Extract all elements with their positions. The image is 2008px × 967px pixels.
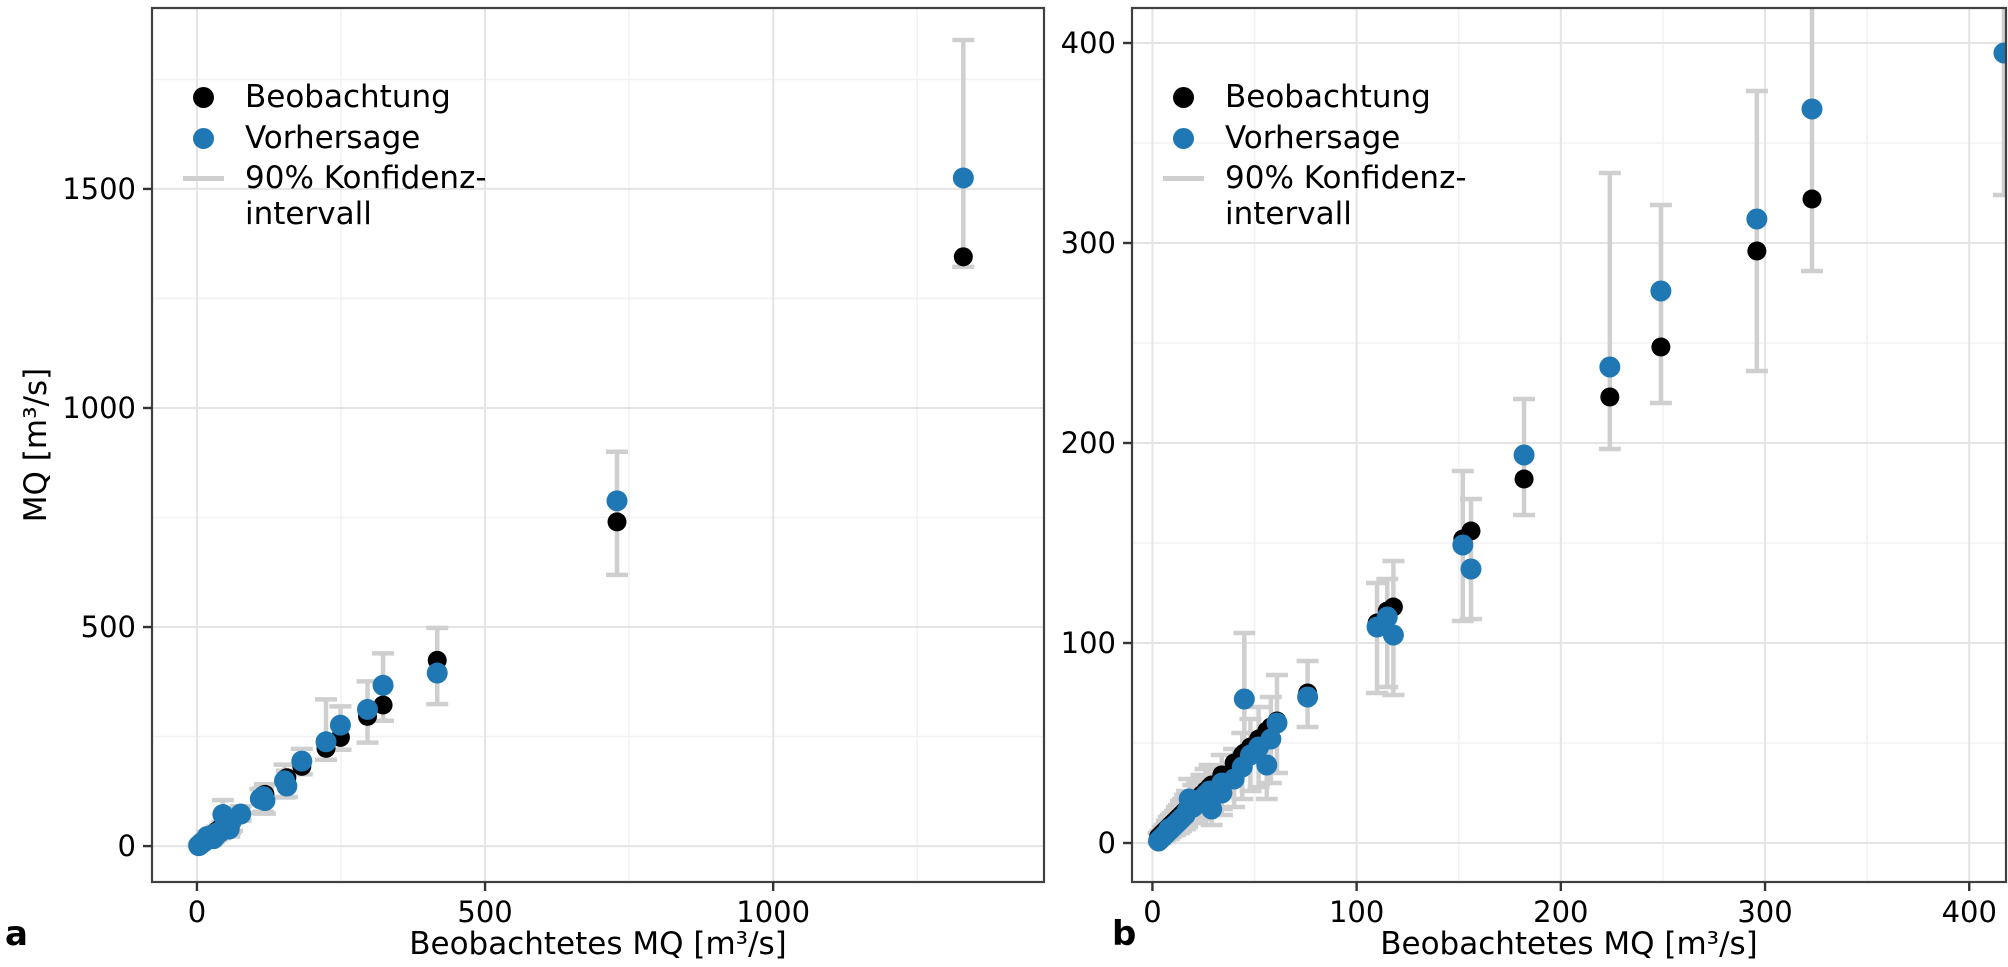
- gray-line-icon: [183, 159, 245, 181]
- legend-item-beobachtung: Beobachtung: [183, 77, 513, 118]
- y-tick-label: 100: [1061, 626, 1116, 660]
- data-point-beobachtung: [1994, 0, 2008, 5]
- data-point-vorhersage: [1260, 728, 1282, 750]
- data-point-beobachtung: [1600, 387, 1620, 407]
- data-point-vorhersage: [1233, 688, 1255, 710]
- data-point-vorhersage: [1452, 534, 1474, 556]
- confidence-interval-bar: [952, 37, 975, 270]
- black-dot-icon: [183, 87, 245, 108]
- data-point-vorhersage: [1297, 686, 1319, 708]
- legend-panel-a: Beobachtung Vorhersage 90% Konfidenz- in…: [183, 77, 513, 232]
- legend-label: Vorhersage: [245, 120, 421, 156]
- y-axis-title-a: MQ [m³/s]: [18, 367, 54, 523]
- data-point-vorhersage: [1201, 798, 1223, 820]
- data-point-vorhersage: [276, 775, 298, 797]
- data-point-vorhersage: [426, 662, 448, 684]
- legend-label: Beobachtung: [245, 79, 451, 115]
- y-tick-label: 1000: [62, 391, 136, 425]
- legend-item-vorhersage: Vorhersage: [183, 118, 513, 159]
- data-layer: [187, 37, 975, 857]
- data-point-vorhersage: [1382, 624, 1404, 646]
- legend-item-vorhersage: Vorhersage: [1163, 118, 1493, 159]
- data-point-beobachtung: [1747, 241, 1767, 261]
- legend-item-konfidenzintervall: 90% Konfidenz- intervall: [183, 159, 513, 232]
- data-point-vorhersage: [1460, 558, 1482, 580]
- x-axis-title-b: Beobachtetes MQ [m³/s]: [1380, 926, 1758, 962]
- x-tick-label: 200: [1533, 895, 1588, 929]
- x-axis-title-a: Beobachtetes MQ [m³/s]: [409, 926, 787, 962]
- data-point-beobachtung: [1802, 189, 1822, 209]
- data-point-beobachtung: [1514, 469, 1534, 489]
- x-tick-label: 400: [1942, 895, 1997, 929]
- y-tick-label: 500: [81, 610, 136, 644]
- panel-a-plot: 0 500 1000 0 500 1000 1500: [62, 6, 1046, 929]
- data-point-vorhersage: [1376, 606, 1398, 628]
- legend-item-konfidenzintervall: 90% Konfidenz- intervall: [1163, 159, 1493, 232]
- y-tick-label: 400: [1061, 26, 1116, 60]
- data-point-vorhersage: [315, 731, 337, 753]
- legend-label: 90% Konfidenz- intervall: [1225, 160, 1467, 232]
- data-point-vorhersage: [329, 714, 351, 736]
- data-point-beobachtung: [607, 512, 627, 532]
- y-tick-label: 0: [118, 829, 136, 863]
- x-tick-label: 100: [1329, 895, 1384, 929]
- panel-letter-a: a: [5, 914, 28, 954]
- data-point-vorhersage: [952, 167, 974, 189]
- blue-dot-icon: [183, 128, 245, 149]
- data-point-vorhersage: [1513, 444, 1535, 466]
- data-point-vorhersage: [1650, 280, 1672, 302]
- x-tick-label: 500: [457, 895, 512, 929]
- black-dot-icon: [1163, 87, 1225, 108]
- confidence-interval-bar: [1649, 202, 1672, 406]
- panel-border: [1130, 6, 2008, 884]
- legend-label: Beobachtung: [1225, 79, 1431, 115]
- legend-label: 90% Konfidenz- intervall: [245, 160, 487, 232]
- y-tick-label: 300: [1061, 226, 1116, 260]
- data-point-vorhersage: [357, 698, 379, 720]
- data-point-vorhersage: [606, 490, 628, 512]
- data-point-vorhersage: [1266, 712, 1288, 734]
- y-tick-label: 200: [1061, 426, 1116, 460]
- gray-line-icon: [1163, 159, 1225, 181]
- data-point-beobachtung: [373, 695, 393, 715]
- x-tick-label: 300: [1737, 895, 1792, 929]
- confidence-interval-bar: [1745, 88, 1768, 374]
- data-point-beobachtung: [953, 247, 973, 267]
- legend-item-beobachtung: Beobachtung: [1163, 77, 1493, 118]
- data-point-vorhersage: [1993, 42, 2006, 64]
- panel-border: [150, 6, 1046, 884]
- data-layer: [1147, 0, 2008, 852]
- data-point-vorhersage: [230, 803, 252, 825]
- blue-dot-icon: [1163, 128, 1225, 149]
- data-point-vorhersage: [1599, 356, 1621, 378]
- data-point-beobachtung: [1651, 337, 1671, 357]
- x-tick-label: 1000: [736, 895, 810, 929]
- data-point-vorhersage: [254, 790, 276, 812]
- y-tick-label: 0: [1098, 826, 1116, 860]
- panel-b-plot: 0 100 200 300 400 0 100 200 300 400: [1061, 0, 2008, 929]
- data-point-vorhersage: [372, 674, 394, 696]
- data-point-vorhersage: [1746, 208, 1768, 230]
- x-tick-label: 0: [188, 895, 206, 929]
- legend-label: Vorhersage: [1225, 120, 1401, 156]
- legend-panel-b: Beobachtung Vorhersage 90% Konfidenz- in…: [1163, 77, 1493, 232]
- data-point-vorhersage: [1256, 754, 1278, 776]
- data-point-vorhersage: [291, 750, 313, 772]
- x-tick-label: 0: [1143, 895, 1161, 929]
- confidence-interval-bar: [1992, 8, 2006, 198]
- data-point-vorhersage: [1801, 98, 1823, 120]
- panel-letter-b: b: [1112, 914, 1137, 954]
- y-tick-label: 1500: [62, 172, 136, 206]
